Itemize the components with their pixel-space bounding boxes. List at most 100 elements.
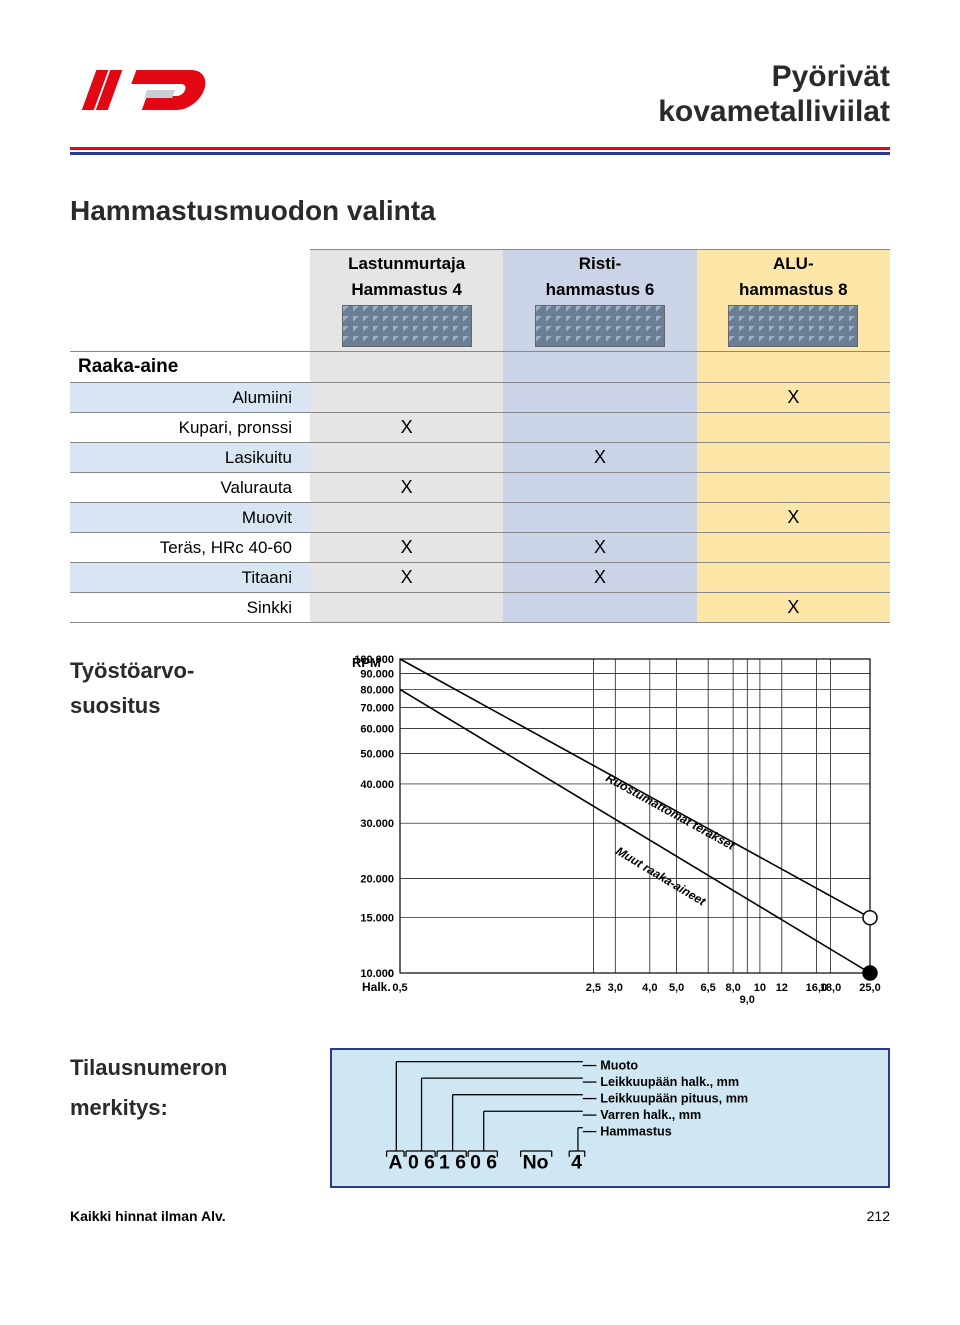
x-tick-label: 4,0	[642, 982, 657, 994]
material-subheader: Raaka-aine	[70, 352, 310, 383]
order-code-box: Muoto Leikkuupään halk., mm Leikkuupään pi…	[330, 1048, 890, 1188]
material-cell	[310, 593, 503, 623]
y-tick-label: 0	[388, 968, 394, 980]
page-footer: Kaikki hinnat ilman Alv. 212	[70, 1208, 890, 1224]
material-column-header: Lastunmurtaja Hammastus 4	[310, 250, 503, 352]
table-row: Alumiini X	[70, 383, 890, 413]
material-column-header: ALU-hammastus 8	[697, 250, 890, 352]
page-title: Pyörivät kovametalliviilat	[658, 60, 890, 129]
x-tick-label: 12	[776, 982, 788, 994]
material-row-label: Teräs, HRc 40-60	[70, 533, 310, 563]
rpm-section-label: Työstöarvo- suositus	[70, 653, 300, 1018]
table-row: Lasikuitu X	[70, 443, 890, 473]
page-header: Pyörivät kovametalliviilat	[70, 60, 890, 129]
material-cell	[697, 413, 890, 443]
order-legend-item: Leikkuupään halk., mm	[600, 1075, 739, 1089]
material-column-header: Risti-hammastus 6	[503, 250, 696, 352]
x-tick-label: 3,0	[608, 982, 623, 994]
tooth-pattern-swatch	[728, 305, 858, 347]
order-code-part: No	[523, 1152, 549, 1174]
chart-frame	[400, 659, 870, 973]
series-label: Muut raaka-aineet	[613, 844, 708, 909]
material-cell	[310, 503, 503, 533]
column-label: hammastus 6	[511, 280, 688, 300]
x-tick-label: 10	[754, 982, 766, 994]
table-row: MuovitX	[70, 503, 890, 533]
material-cell: X	[503, 443, 696, 473]
order-code-part: A	[389, 1152, 403, 1174]
order-code-section: Tilausnumeron merkitys: Muoto Leikkuupään…	[70, 1048, 890, 1188]
x-tick-label: 5,0	[669, 982, 684, 994]
material-cell	[503, 473, 696, 503]
table-row: ValurautaX	[70, 473, 890, 503]
order-code-part: 1 6	[439, 1152, 466, 1174]
material-cell	[697, 443, 890, 473]
y-tick-label: 70.000	[360, 703, 394, 715]
material-row-label: Alumiini	[70, 383, 310, 413]
x-tick-label: 0,5	[392, 982, 407, 994]
order-code-part: 0 6	[470, 1152, 497, 1174]
rpm-section: Työstöarvo- suositus RPM100.00090.00080.…	[70, 653, 890, 1018]
material-cell	[503, 593, 696, 623]
order-code-part: 4	[571, 1152, 582, 1174]
material-cell: X	[697, 593, 890, 623]
material-row-label: Titaani	[70, 563, 310, 593]
y-tick-label: 15.000	[360, 913, 394, 925]
x-axis-label: Halk.	[362, 980, 391, 994]
material-cell: X	[310, 533, 503, 563]
page-number: 212	[867, 1208, 890, 1224]
y-tick-label: 90.000	[360, 668, 394, 680]
rpm-label-1: Työstöarvo-	[70, 653, 300, 688]
series-line	[400, 690, 870, 974]
material-row-label: Muovit	[70, 503, 310, 533]
y-tick-label: 30.000	[360, 818, 394, 830]
series-label: Ruostumattomat teräkset	[604, 771, 738, 854]
material-cell: X	[310, 473, 503, 503]
material-cell	[310, 383, 503, 413]
table-row: Kupari, pronssiX	[70, 413, 890, 443]
material-cell: X	[697, 383, 890, 413]
table-row: TitaaniXX	[70, 563, 890, 593]
material-cell	[503, 413, 696, 443]
series-marker	[863, 966, 877, 980]
material-cell	[503, 383, 696, 413]
order-code-label: Tilausnumeron merkitys:	[70, 1048, 300, 1127]
material-row-label: Valurauta	[70, 473, 310, 503]
y-tick-label: 20.000	[360, 874, 394, 886]
column-label: hammastus 8	[705, 280, 882, 300]
brand-logo	[70, 60, 240, 120]
order-legend-item: Leikkuupään pituus, mm	[600, 1092, 748, 1106]
x-tick-label: 2,5	[586, 982, 601, 994]
tooth-pattern-swatch	[535, 305, 665, 347]
material-cell	[697, 533, 890, 563]
order-legend-item: Muoto	[600, 1059, 638, 1073]
y-tick-label: 50.000	[360, 749, 394, 761]
column-label: Lastunmurtaja	[318, 254, 495, 274]
material-cell: X	[310, 563, 503, 593]
table-row: Sinkki X	[70, 593, 890, 623]
order-label-1: Tilausnumeron	[70, 1048, 300, 1088]
material-row-label: Sinkki	[70, 593, 310, 623]
material-cell	[503, 503, 696, 533]
material-row-label: Lasikuitu	[70, 443, 310, 473]
rpm-chart-svg: RPM100.00090.00080.00070.00060.00050.000…	[330, 653, 890, 1013]
y-tick-label: 100.000	[354, 654, 394, 666]
x-tick-label: 18,0	[820, 982, 841, 994]
column-label: Hammastus 4	[318, 280, 495, 300]
material-cell: X	[310, 413, 503, 443]
section-title-material: Hammastusmuodon valinta	[70, 195, 890, 227]
column-label: Risti-	[511, 254, 688, 274]
material-cell	[697, 563, 890, 593]
rpm-chart: RPM100.00090.00080.00070.00060.00050.000…	[330, 653, 890, 1018]
y-tick-label: 80.000	[360, 685, 394, 697]
footer-note: Kaikki hinnat ilman Alv.	[70, 1208, 226, 1224]
material-cell: X	[503, 563, 696, 593]
x-tick-label: 6,5	[701, 982, 716, 994]
x-tick-label: 8,0	[725, 982, 740, 994]
order-code-diagram: Muoto Leikkuupään halk., mm Leikkuupään pi…	[332, 1050, 888, 1186]
material-cell: X	[503, 533, 696, 563]
material-selection-table: Lastunmurtaja Hammastus 4 Risti-hammastus …	[70, 249, 890, 623]
x-tick-label: 9,0	[740, 994, 755, 1006]
table-row: Teräs, HRc 40-60XX	[70, 533, 890, 563]
column-label: ALU-	[705, 254, 882, 274]
